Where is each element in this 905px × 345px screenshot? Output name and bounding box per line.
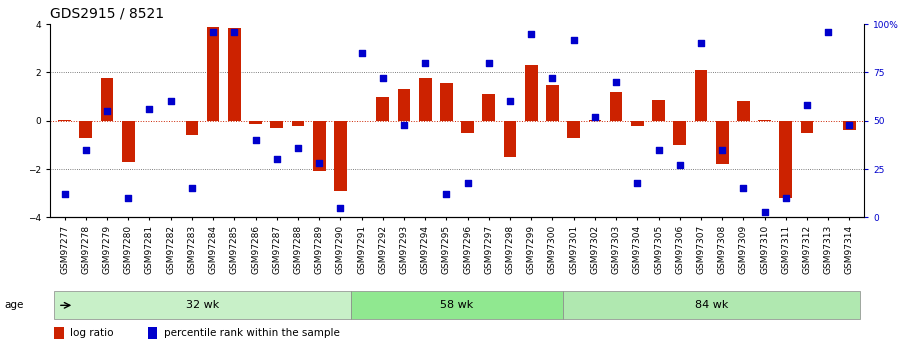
Point bbox=[57, 191, 71, 197]
Bar bbox=[673, 121, 686, 145]
Point bbox=[248, 137, 262, 143]
Point bbox=[79, 147, 93, 152]
Point bbox=[227, 29, 242, 34]
Bar bbox=[801, 121, 814, 133]
Bar bbox=[588, 119, 601, 121]
Bar bbox=[271, 121, 283, 128]
Text: log ratio: log ratio bbox=[71, 328, 114, 338]
Bar bbox=[313, 121, 326, 171]
Bar bbox=[376, 97, 389, 121]
Point bbox=[164, 99, 178, 104]
Point bbox=[715, 147, 729, 152]
Text: 58 wk: 58 wk bbox=[441, 300, 473, 310]
Bar bbox=[80, 121, 92, 138]
Point bbox=[100, 108, 114, 114]
Point bbox=[333, 205, 348, 210]
Bar bbox=[610, 92, 623, 121]
Point bbox=[545, 76, 559, 81]
Point bbox=[694, 41, 709, 46]
Bar bbox=[440, 83, 452, 121]
Point bbox=[672, 162, 687, 168]
Point bbox=[736, 186, 750, 191]
Text: GDS2915 / 8521: GDS2915 / 8521 bbox=[50, 7, 164, 21]
Point bbox=[778, 195, 793, 201]
Bar bbox=[779, 121, 792, 198]
Bar bbox=[206, 27, 220, 121]
Bar bbox=[334, 121, 347, 191]
Text: 84 wk: 84 wk bbox=[695, 300, 729, 310]
Bar bbox=[563, 291, 860, 319]
Point bbox=[185, 186, 199, 191]
Bar bbox=[351, 291, 563, 319]
Point bbox=[524, 31, 538, 37]
Bar bbox=[546, 85, 559, 121]
Point bbox=[503, 99, 518, 104]
Point bbox=[205, 29, 220, 34]
Point bbox=[481, 60, 496, 66]
Text: age: age bbox=[5, 300, 24, 310]
Bar bbox=[100, 79, 113, 121]
Bar bbox=[653, 100, 665, 121]
Point bbox=[587, 114, 602, 120]
Bar bbox=[737, 101, 749, 121]
Point bbox=[800, 102, 814, 108]
Point bbox=[121, 195, 136, 201]
Bar bbox=[758, 119, 771, 121]
Point bbox=[757, 209, 772, 214]
Point bbox=[567, 37, 581, 42]
Point bbox=[142, 106, 157, 112]
Point bbox=[355, 50, 369, 56]
Point bbox=[291, 145, 305, 150]
Bar bbox=[228, 28, 241, 121]
Text: 32 wk: 32 wk bbox=[186, 300, 219, 310]
Bar bbox=[54, 291, 351, 319]
Bar bbox=[504, 121, 517, 157]
Point bbox=[312, 160, 327, 166]
Bar bbox=[249, 121, 262, 125]
Bar bbox=[482, 94, 495, 121]
Bar bbox=[58, 119, 71, 121]
Bar bbox=[843, 121, 856, 130]
Bar bbox=[122, 121, 135, 162]
Point bbox=[439, 191, 453, 197]
Bar bbox=[148, 327, 157, 339]
Bar bbox=[695, 70, 708, 121]
Bar bbox=[291, 121, 304, 126]
Point bbox=[821, 29, 835, 34]
Point bbox=[609, 79, 624, 85]
Point bbox=[376, 76, 390, 81]
Point bbox=[396, 122, 411, 127]
Point bbox=[652, 147, 666, 152]
Point bbox=[630, 180, 644, 185]
Bar bbox=[525, 65, 538, 121]
Point bbox=[461, 180, 475, 185]
Bar bbox=[54, 327, 63, 339]
Text: percentile rank within the sample: percentile rank within the sample bbox=[164, 328, 339, 338]
Point bbox=[843, 122, 857, 127]
Bar bbox=[716, 121, 729, 164]
Bar bbox=[567, 121, 580, 138]
Point bbox=[270, 157, 284, 162]
Bar bbox=[186, 121, 198, 135]
Bar bbox=[419, 79, 432, 121]
Bar bbox=[397, 89, 410, 121]
Point bbox=[418, 60, 433, 66]
Bar bbox=[462, 121, 474, 133]
Bar bbox=[631, 121, 643, 126]
